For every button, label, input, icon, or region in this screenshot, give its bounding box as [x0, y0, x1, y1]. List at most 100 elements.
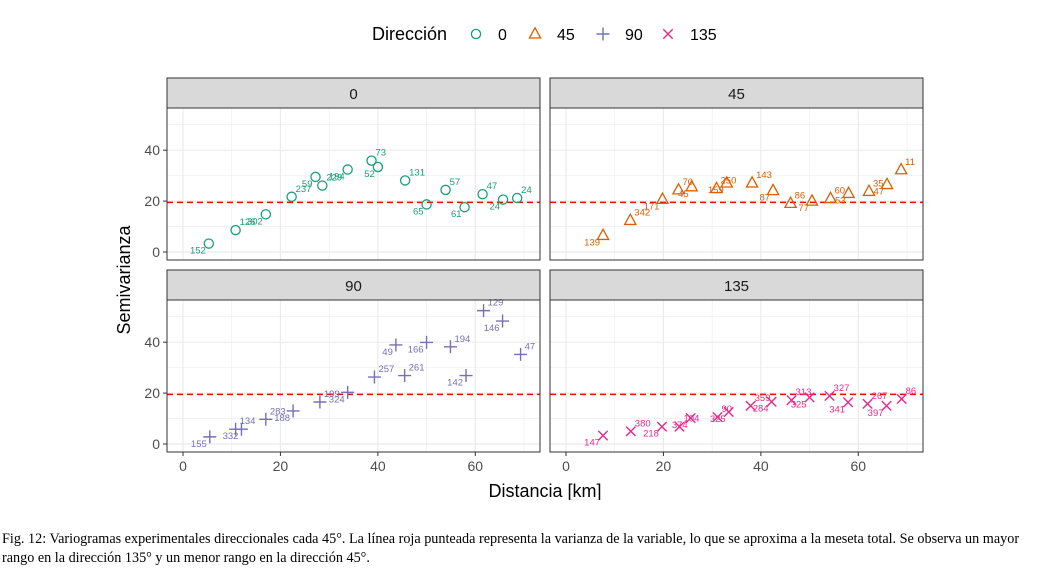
data-point — [230, 224, 241, 236]
x-tick-label: 60 — [467, 458, 483, 474]
pair-count-label: 218 — [643, 429, 659, 440]
y-tick-label: 40 — [144, 334, 160, 350]
pair-count-label: 155 — [191, 439, 207, 450]
panel-border — [166, 299, 541, 453]
pair-count-label: 131 — [409, 167, 425, 178]
legend: Dirección 0 45 90 135 — [372, 24, 717, 44]
pair-count-label: 45 — [678, 189, 689, 200]
pair-count-label: 86 — [795, 190, 806, 201]
pair-count-label: 332 — [223, 431, 239, 442]
data-point — [443, 340, 457, 354]
legend-key-0 — [470, 28, 482, 40]
y-tick-label: 0 — [152, 244, 160, 260]
data-point — [477, 188, 488, 200]
y-tick-label: 0 — [152, 436, 160, 452]
pair-count-label: 47 — [873, 187, 884, 198]
facet-strip-label-45: 45 — [728, 86, 745, 103]
data-point — [421, 199, 432, 210]
pair-count-label: 159 — [708, 185, 724, 196]
pair-count-label: 199 — [324, 389, 340, 400]
pair-count-label: 126 — [240, 217, 256, 228]
data-point — [671, 182, 686, 195]
pair-count-label: 359 — [755, 393, 771, 404]
data-point — [234, 422, 248, 436]
pair-count-label: 35 — [873, 178, 884, 189]
pair-count-label: 61 — [451, 209, 462, 220]
panel-border — [549, 299, 924, 453]
data-point — [372, 161, 384, 173]
pair-count-label: 397 — [868, 408, 884, 419]
data-point — [259, 412, 273, 426]
facet-strip-45 — [549, 77, 924, 109]
pair-count-label: 342 — [634, 207, 650, 218]
y-axis-title: Semivarianza — [114, 224, 134, 334]
pair-count-label: 313 — [796, 387, 812, 398]
pair-count-label: 325 — [791, 399, 807, 410]
x-tick-label: 60 — [850, 458, 866, 474]
data-point — [745, 400, 756, 412]
x-tick-label: 20 — [656, 458, 672, 474]
y-tick-label: 20 — [144, 385, 160, 401]
pair-count-label: 171 — [644, 201, 660, 212]
data-point — [313, 395, 327, 409]
data-point — [203, 238, 215, 249]
x-tick-label: 20 — [273, 458, 289, 474]
plot-background — [167, 300, 540, 452]
y-tick-label: 40 — [144, 142, 160, 158]
pair-count-label: 49 — [382, 347, 393, 358]
data-point — [745, 175, 759, 188]
data-point — [597, 430, 609, 441]
data-point — [399, 175, 411, 186]
pair-count-label: 129 — [488, 298, 504, 309]
data-point — [804, 392, 815, 403]
facet-strip-0 — [166, 77, 541, 109]
data-point — [684, 179, 699, 192]
legend-label-90: 90 — [625, 27, 643, 44]
data-point — [496, 314, 510, 328]
chart-svg: Dirección 0 45 90 135 0152126302237592291947… — [114, 24, 924, 500]
pair-count-label: 194 — [329, 172, 345, 183]
pair-count-label: 166 — [408, 344, 424, 355]
facet-strip-135 — [549, 269, 924, 301]
pair-count-label: 77 — [798, 203, 809, 214]
pair-count-label: 188 — [274, 413, 290, 424]
pair-count-label: 146 — [484, 323, 500, 334]
data-point — [766, 183, 780, 196]
pair-count-label: 229 — [326, 173, 342, 184]
data-point — [459, 369, 473, 383]
data-point — [310, 171, 321, 183]
panel-border — [166, 107, 541, 261]
pair-count-label: 380 — [635, 418, 651, 429]
pair-count-label: 325 — [710, 414, 726, 425]
data-point — [674, 421, 685, 432]
data-point — [894, 162, 908, 175]
legend-key-135 — [662, 28, 674, 40]
pair-count-label: 73 — [376, 148, 387, 159]
data-point — [260, 209, 272, 220]
pair-count-label: 302 — [247, 216, 263, 227]
data-point — [805, 193, 819, 206]
legend-key-90 — [596, 27, 610, 41]
data-point — [712, 411, 723, 423]
data-point — [389, 338, 403, 352]
plot-background — [550, 300, 923, 452]
pair-count-label: 24 — [489, 202, 500, 213]
pair-count-label: 147 — [584, 438, 600, 449]
data-point — [497, 194, 509, 205]
data-point — [341, 385, 355, 399]
pair-count-label: 24 — [521, 185, 532, 196]
pair-count-label: 11 — [905, 157, 915, 168]
pair-count-label: 142 — [447, 378, 463, 389]
x-tick-label: 40 — [370, 458, 386, 474]
pair-count-label: 152 — [190, 246, 206, 257]
data-point — [286, 191, 297, 203]
x-tick-label: 0 — [562, 458, 570, 474]
data-point — [896, 393, 907, 405]
data-point — [862, 398, 873, 409]
data-point — [286, 404, 300, 418]
data-point — [655, 191, 670, 204]
pair-count-label: 267 — [872, 391, 888, 402]
